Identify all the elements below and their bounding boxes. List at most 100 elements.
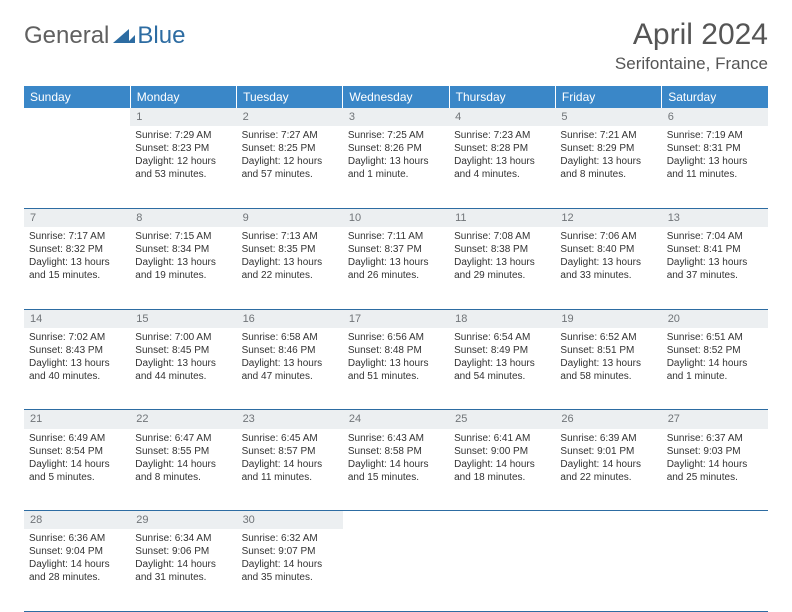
daylight-line: Daylight: 14 hours and 8 minutes. <box>135 458 231 484</box>
daylight-line: Daylight: 13 hours and 58 minutes. <box>560 357 656 383</box>
day-number: 16 <box>237 309 343 328</box>
logo-text-general: General <box>24 22 109 50</box>
sunset-line: Sunset: 8:52 PM <box>667 344 763 357</box>
logo-text-blue: Blue <box>137 22 185 50</box>
sunset-line: Sunset: 8:49 PM <box>454 344 550 357</box>
sunrise-line: Sunrise: 6:58 AM <box>242 331 338 344</box>
day-number: 3 <box>343 108 449 126</box>
daylight-line: Daylight: 13 hours and 26 minutes. <box>348 256 444 282</box>
sunset-line: Sunset: 8:43 PM <box>29 344 125 357</box>
sunset-line: Sunset: 8:55 PM <box>135 445 231 458</box>
daynum-row: 21222324252627 <box>24 410 768 429</box>
sunrise-line: Sunrise: 7:06 AM <box>560 230 656 243</box>
weekday-header-row: SundayMondayTuesdayWednesdayThursdayFrid… <box>24 86 768 108</box>
sunset-line: Sunset: 8:29 PM <box>560 142 656 155</box>
day-number: 15 <box>130 309 236 328</box>
day-number: 4 <box>449 108 555 126</box>
weekday-header: Thursday <box>449 86 555 108</box>
sunset-line: Sunset: 8:38 PM <box>454 243 550 256</box>
sunrise-line: Sunrise: 7:02 AM <box>29 331 125 344</box>
daylight-line: Daylight: 14 hours and 11 minutes. <box>242 458 338 484</box>
sunrise-line: Sunrise: 6:36 AM <box>29 532 125 545</box>
sunrise-line: Sunrise: 7:13 AM <box>242 230 338 243</box>
day-cell: Sunrise: 6:34 AMSunset: 9:06 PMDaylight:… <box>130 529 236 611</box>
sunset-line: Sunset: 8:25 PM <box>242 142 338 155</box>
day-number: 17 <box>343 309 449 328</box>
sunset-line: Sunset: 9:06 PM <box>135 545 231 558</box>
day-cell: Sunrise: 7:25 AMSunset: 8:26 PMDaylight:… <box>343 126 449 208</box>
weekday-header: Saturday <box>662 86 768 108</box>
day-cell: Sunrise: 6:47 AMSunset: 8:55 PMDaylight:… <box>130 429 236 511</box>
daylight-line: Daylight: 14 hours and 25 minutes. <box>667 458 763 484</box>
day-number: 18 <box>449 309 555 328</box>
sunset-line: Sunset: 9:07 PM <box>242 545 338 558</box>
day-cell: Sunrise: 7:06 AMSunset: 8:40 PMDaylight:… <box>555 227 661 309</box>
daylight-line: Daylight: 14 hours and 15 minutes. <box>348 458 444 484</box>
day-cell: Sunrise: 7:04 AMSunset: 8:41 PMDaylight:… <box>662 227 768 309</box>
day-number <box>449 511 555 530</box>
day-cell: Sunrise: 7:23 AMSunset: 8:28 PMDaylight:… <box>449 126 555 208</box>
day-number: 19 <box>555 309 661 328</box>
sunrise-line: Sunrise: 7:11 AM <box>348 230 444 243</box>
sunrise-line: Sunrise: 6:41 AM <box>454 432 550 445</box>
daylight-line: Daylight: 12 hours and 53 minutes. <box>135 155 231 181</box>
daylight-line: Daylight: 13 hours and 11 minutes. <box>667 155 763 181</box>
day-cell: Sunrise: 6:56 AMSunset: 8:48 PMDaylight:… <box>343 328 449 410</box>
sunset-line: Sunset: 8:26 PM <box>348 142 444 155</box>
day-cell: Sunrise: 6:58 AMSunset: 8:46 PMDaylight:… <box>237 328 343 410</box>
day-cell: Sunrise: 6:54 AMSunset: 8:49 PMDaylight:… <box>449 328 555 410</box>
sunset-line: Sunset: 8:34 PM <box>135 243 231 256</box>
daylight-line: Daylight: 13 hours and 15 minutes. <box>29 256 125 282</box>
daylight-line: Daylight: 14 hours and 35 minutes. <box>242 558 338 584</box>
day-number: 11 <box>449 208 555 227</box>
daynum-row: 282930 <box>24 511 768 530</box>
daylight-line: Daylight: 14 hours and 5 minutes. <box>29 458 125 484</box>
weekday-header: Sunday <box>24 86 130 108</box>
daylight-line: Daylight: 13 hours and 1 minute. <box>348 155 444 181</box>
day-number: 8 <box>130 208 236 227</box>
day-number <box>662 511 768 530</box>
sunrise-line: Sunrise: 6:51 AM <box>667 331 763 344</box>
location-label: Serifontaine, France <box>615 54 768 74</box>
sunrise-line: Sunrise: 6:54 AM <box>454 331 550 344</box>
daylight-line: Daylight: 14 hours and 31 minutes. <box>135 558 231 584</box>
daylight-line: Daylight: 13 hours and 51 minutes. <box>348 357 444 383</box>
daylight-line: Daylight: 14 hours and 18 minutes. <box>454 458 550 484</box>
calendar-week-row: Sunrise: 7:29 AMSunset: 8:23 PMDaylight:… <box>24 126 768 208</box>
sunrise-line: Sunrise: 7:19 AM <box>667 129 763 142</box>
daylight-line: Daylight: 13 hours and 22 minutes. <box>242 256 338 282</box>
sunrise-line: Sunrise: 7:27 AM <box>242 129 338 142</box>
day-number: 23 <box>237 410 343 429</box>
sunset-line: Sunset: 8:28 PM <box>454 142 550 155</box>
day-cell <box>24 126 130 208</box>
sunrise-line: Sunrise: 7:08 AM <box>454 230 550 243</box>
day-cell: Sunrise: 6:45 AMSunset: 8:57 PMDaylight:… <box>237 429 343 511</box>
sunrise-line: Sunrise: 7:23 AM <box>454 129 550 142</box>
sunset-line: Sunset: 8:40 PM <box>560 243 656 256</box>
sunset-line: Sunset: 8:35 PM <box>242 243 338 256</box>
daylight-line: Daylight: 13 hours and 47 minutes. <box>242 357 338 383</box>
day-number: 26 <box>555 410 661 429</box>
sunset-line: Sunset: 8:31 PM <box>667 142 763 155</box>
day-number: 27 <box>662 410 768 429</box>
calendar-week-row: Sunrise: 6:49 AMSunset: 8:54 PMDaylight:… <box>24 429 768 511</box>
day-number <box>24 108 130 126</box>
sunrise-line: Sunrise: 7:15 AM <box>135 230 231 243</box>
day-cell: Sunrise: 7:08 AMSunset: 8:38 PMDaylight:… <box>449 227 555 309</box>
sunset-line: Sunset: 8:32 PM <box>29 243 125 256</box>
sunrise-line: Sunrise: 7:25 AM <box>348 129 444 142</box>
daylight-line: Daylight: 14 hours and 22 minutes. <box>560 458 656 484</box>
header: General Blue April 2024 Serifontaine, Fr… <box>24 18 768 74</box>
daylight-line: Daylight: 14 hours and 28 minutes. <box>29 558 125 584</box>
day-cell <box>343 529 449 611</box>
day-number: 21 <box>24 410 130 429</box>
day-number: 22 <box>130 410 236 429</box>
sunset-line: Sunset: 8:23 PM <box>135 142 231 155</box>
day-cell: Sunrise: 7:00 AMSunset: 8:45 PMDaylight:… <box>130 328 236 410</box>
calendar-week-row: Sunrise: 6:36 AMSunset: 9:04 PMDaylight:… <box>24 529 768 611</box>
day-number: 2 <box>237 108 343 126</box>
sunrise-line: Sunrise: 6:45 AM <box>242 432 338 445</box>
daylight-line: Daylight: 14 hours and 1 minute. <box>667 357 763 383</box>
daynum-row: 123456 <box>24 108 768 126</box>
day-number <box>343 511 449 530</box>
